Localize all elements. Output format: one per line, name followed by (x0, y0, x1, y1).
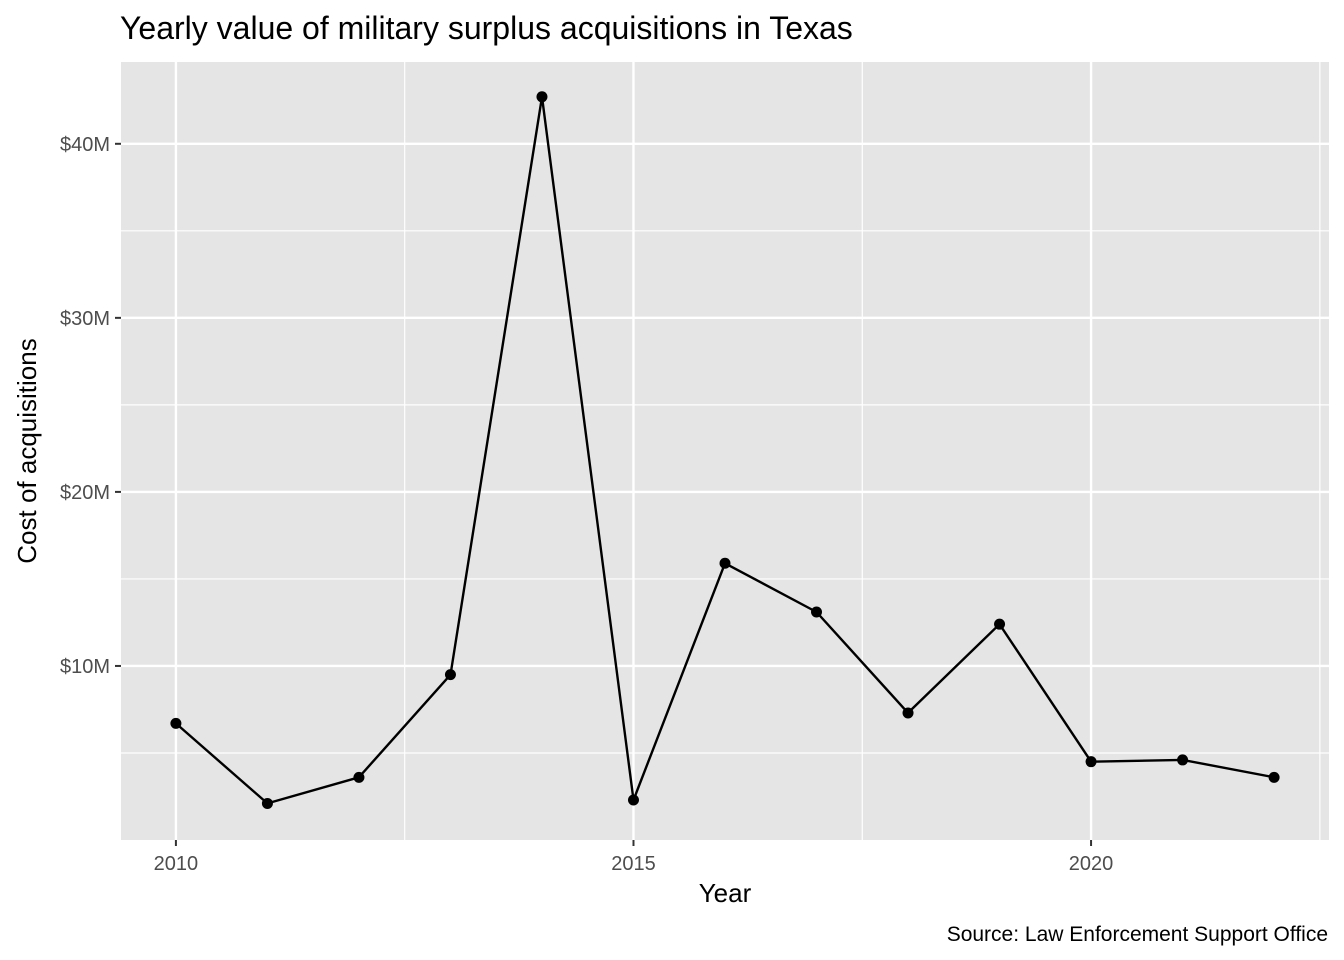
plot-panel (121, 62, 1329, 840)
y-tick-label: $10M (60, 656, 110, 678)
y-tick-label: $20M (60, 482, 110, 504)
data-point (261, 797, 273, 809)
x-axis-title: Year (699, 878, 752, 908)
x-tick-label: 2010 (154, 853, 199, 875)
chart-title: Yearly value of military surplus acquisi… (120, 10, 853, 46)
data-point (719, 557, 731, 569)
axes: $10M $20M $30M $40M 2010 2015 2020 (60, 134, 1113, 875)
x-tick-label: 2015 (611, 853, 656, 875)
data-point (1268, 771, 1280, 783)
y-tick-label: $40M (60, 134, 110, 156)
data-point (811, 606, 823, 618)
gridlines (121, 62, 1329, 840)
x-tick-label: 2020 (1069, 853, 1114, 875)
data-point (902, 707, 914, 719)
y-tick-label: $30M (60, 308, 110, 330)
data-point (536, 91, 548, 103)
data-point (170, 717, 182, 729)
data-point (994, 618, 1006, 630)
data-point (353, 771, 365, 783)
series (170, 91, 1280, 809)
data-point (1177, 754, 1189, 766)
data-point (1085, 756, 1097, 768)
y-axis-title: Cost of acquisitions (12, 338, 42, 563)
data-point (444, 669, 456, 681)
source-caption: Source: Law Enforcement Support Office (947, 923, 1328, 946)
data-point (627, 794, 639, 806)
